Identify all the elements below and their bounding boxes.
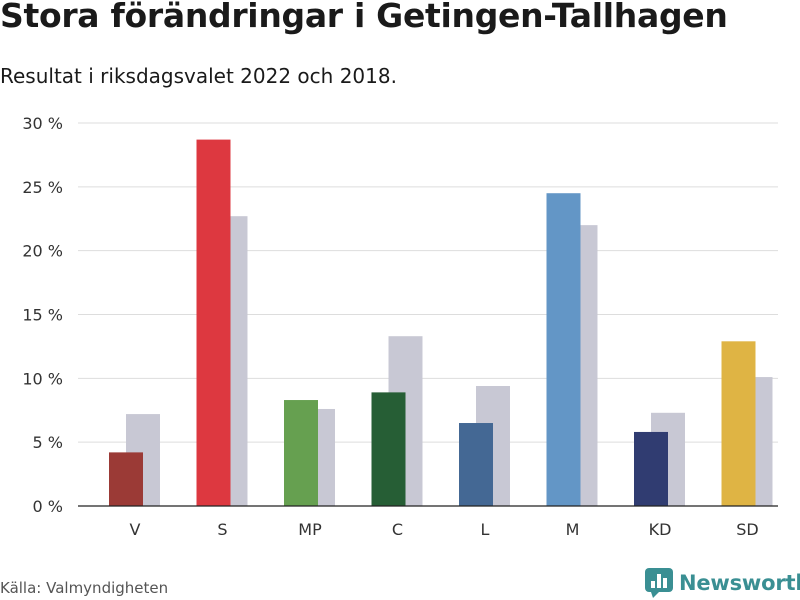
y-tick-label: 30 %	[22, 114, 63, 133]
x-tick-label: L	[481, 520, 490, 539]
x-tick-label: C	[392, 520, 403, 539]
bar-2022	[109, 452, 143, 506]
y-tick-label: 0 %	[33, 497, 63, 516]
bar-2022	[634, 431, 668, 506]
x-tick-label: KD	[649, 520, 672, 539]
x-tick-label: V	[130, 520, 141, 539]
y-tick-label: 15 %	[22, 306, 63, 325]
y-tick-label: 25 %	[22, 178, 63, 197]
bar-2022	[284, 400, 318, 506]
brand-logo: Newsworthy	[645, 568, 800, 598]
x-tick-label: SD	[736, 520, 758, 539]
bar-2022	[546, 193, 581, 506]
chart-subtitle: Resultat i riksdagsvalet 2022 och 2018.	[0, 64, 397, 88]
bar-chart: 0 % 5 % 10 % 15 % 20 % 25 % 30 % V S MP C L M KD SD	[22, 114, 778, 539]
bar-2022	[371, 392, 406, 506]
y-tick-label: 20 %	[22, 242, 63, 261]
y-tick-label: 10 %	[22, 369, 63, 388]
bar-2022	[196, 139, 231, 506]
bar-2022	[459, 423, 493, 506]
chart-title: Stora förändringar i Getingen-Tallhagen	[0, 0, 728, 35]
source-note: Källa: Valmyndigheten	[0, 579, 169, 597]
x-tick-label: M	[566, 520, 580, 539]
x-tick-label: MP	[298, 520, 322, 539]
x-tick-label: S	[217, 520, 227, 539]
y-tick-label: 5 %	[33, 433, 63, 452]
bar-chart-logo-icon	[645, 568, 673, 598]
bar-2022	[721, 341, 756, 506]
brand-name: Newsworthy	[679, 571, 800, 595]
